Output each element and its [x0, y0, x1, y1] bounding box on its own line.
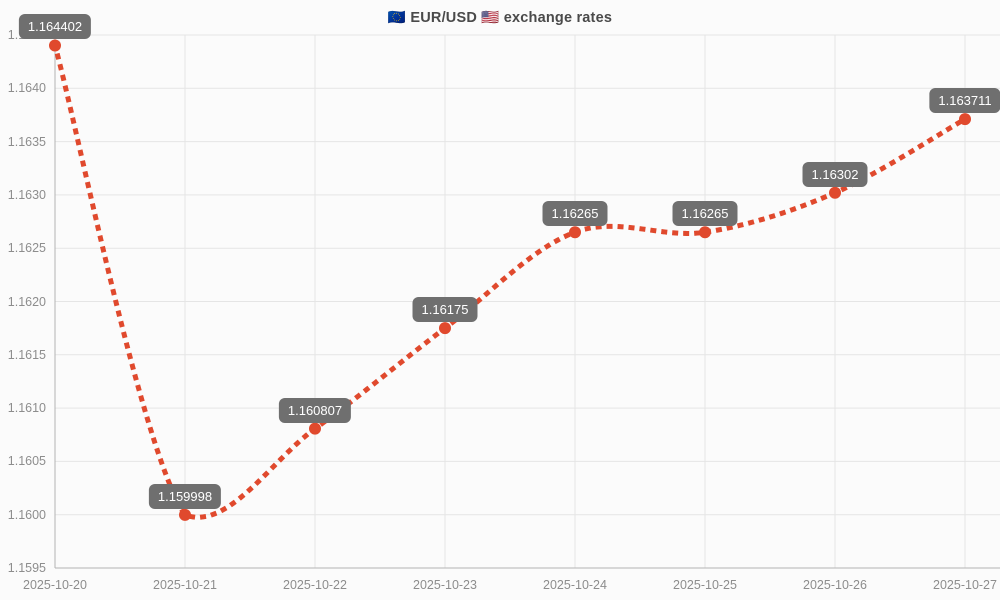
- point-value-label: 1.16265: [542, 201, 608, 227]
- data-point-marker: [49, 39, 61, 52]
- point-value-label: 1.16265: [672, 201, 738, 227]
- data-point-marker: [569, 226, 581, 239]
- point-value-label: 1.160807: [278, 397, 352, 423]
- y-axis-tick: 1.1630: [7, 187, 46, 202]
- point-value-label: 1.16302: [802, 161, 868, 187]
- y-axis-tick: 1.1615: [7, 347, 46, 362]
- point-value-label: 1.164402: [18, 14, 92, 40]
- y-axis-tick: 1.1610: [7, 401, 46, 416]
- data-point-marker: [309, 422, 321, 435]
- data-point-marker: [959, 113, 971, 126]
- data-point-marker: [829, 186, 841, 199]
- x-axis-tick: 2025-10-22: [283, 578, 347, 592]
- y-axis-tick: 1.1620: [7, 294, 46, 309]
- point-value-label: 1.159998: [148, 483, 222, 509]
- x-axis-tick: 2025-10-27: [933, 578, 997, 592]
- x-axis-tick: 2025-10-23: [413, 578, 477, 592]
- x-axis-tick: 2025-10-26: [803, 578, 867, 592]
- data-point-marker: [699, 226, 711, 239]
- y-axis-tick: 1.1595: [7, 561, 46, 575]
- data-point-marker: [179, 508, 191, 521]
- x-axis-tick: 2025-10-21: [153, 578, 217, 592]
- data-point-marker: [439, 322, 451, 335]
- y-axis-tick: 1.1605: [7, 454, 46, 469]
- point-value-label: 1.16175: [412, 297, 478, 323]
- point-value-label: 1.163711: [929, 88, 1000, 114]
- y-axis-tick: 1.1600: [7, 507, 46, 522]
- x-axis-tick: 2025-10-20: [23, 578, 87, 592]
- x-axis-tick: 2025-10-25: [673, 578, 737, 592]
- data-line: [51, 42, 969, 520]
- y-axis-tick: 1.1640: [7, 81, 46, 96]
- x-axis-tick: 2025-10-24: [543, 578, 607, 592]
- y-axis-tick: 1.1635: [7, 134, 46, 149]
- y-axis-tick: 1.1625: [7, 241, 46, 256]
- chart-title: 🇪🇺 EUR/USD 🇺🇸 exchange rates: [387, 10, 613, 26]
